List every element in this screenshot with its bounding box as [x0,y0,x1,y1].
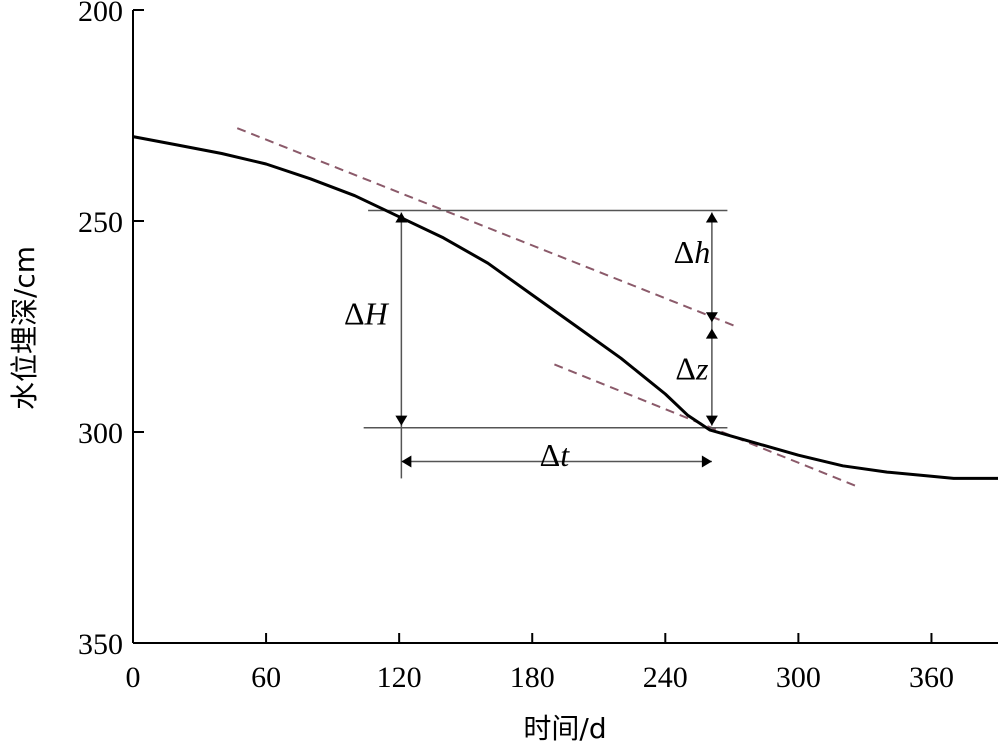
arrow-head [401,455,412,468]
annotations: ΔH Δh Δz Δt [344,234,710,473]
x-tick-label: 60 [251,661,281,694]
x-tick-label: 120 [377,661,422,694]
x-tick-label: 180 [510,661,555,694]
axes [132,10,998,644]
annotation-delta: Δh [674,234,711,270]
y-tick-label: 250 [78,206,123,239]
tangent-lines [236,127,859,488]
x-tick-label: 240 [643,661,688,694]
arrow-head [705,328,718,339]
y-tick-label: 350 [78,628,123,661]
series [132,135,998,480]
guide-lines [363,209,728,479]
annotation-delta: Δz [675,350,709,386]
tangent-line [236,127,737,328]
x-axis-title: 时间/d [523,712,606,745]
x-tick-label: 0 [126,661,141,694]
arrow-head [705,312,718,323]
arrow-head [705,212,718,223]
arrow-head [395,415,408,426]
x-tick-label: 360 [909,661,954,694]
ticks: 0 60 120 180 240 300 360 200 250 300 350 [78,0,954,694]
arrow-head [701,455,712,468]
y-tick-label: 300 [78,417,123,450]
arrow-head [705,415,718,426]
series-line [132,135,998,480]
tangent-line [554,363,859,488]
y-axis-title: 水位埋深/cm [8,246,41,410]
x-tick-label: 300 [776,661,821,694]
y-tick-label: 200 [78,0,123,28]
annotation-delta: ΔH [344,295,390,331]
annotation-delta: Δt [540,437,571,473]
